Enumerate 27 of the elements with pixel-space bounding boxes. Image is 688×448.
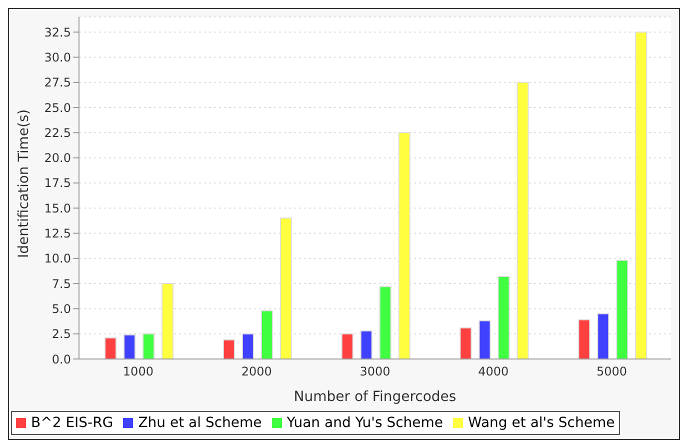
y-tick-label: 5.0 [52, 302, 71, 316]
y-tick-label: 15.0 [44, 201, 71, 216]
y-axis-title: Identification Time(s) [16, 109, 32, 258]
y-tick-label: 2.5 [52, 327, 71, 342]
y-tick-label: 30.0 [44, 50, 71, 64]
y-tick-label: 25.0 [44, 100, 71, 115]
x-tick-label: 1000 [122, 364, 154, 379]
y-tick-label: 7.5 [52, 276, 71, 291]
y-tick-label: 10.0 [44, 252, 71, 266]
x-tick-label: 2000 [241, 364, 272, 379]
bar [104, 337, 117, 359]
y-tick-label: 0.0 [52, 352, 71, 366]
y-tick-label: 27.5 [44, 76, 71, 90]
y-tick-label: 20.0 [44, 151, 71, 166]
y-tick-label: 22.5 [44, 126, 71, 140]
bar [222, 339, 235, 359]
y-tick-label: 12.5 [44, 226, 71, 241]
legend-label: Zhu et al Scheme [137, 415, 262, 431]
y-tick-label: 17.5 [44, 176, 71, 190]
x-tick-label: 5000 [596, 364, 628, 379]
x-tick-label: 4000 [478, 364, 509, 379]
x-tick-label: 3000 [360, 364, 390, 379]
legend-label: B^2 EIS-RG [30, 415, 114, 431]
legend-label: Yuan and Yu's Scheme [286, 415, 444, 431]
y-tick-label: 32.5 [44, 25, 71, 40]
legend-label: Wang et al's Scheme [467, 415, 615, 431]
x-axis-title: Number of Fingercodes [294, 389, 456, 405]
